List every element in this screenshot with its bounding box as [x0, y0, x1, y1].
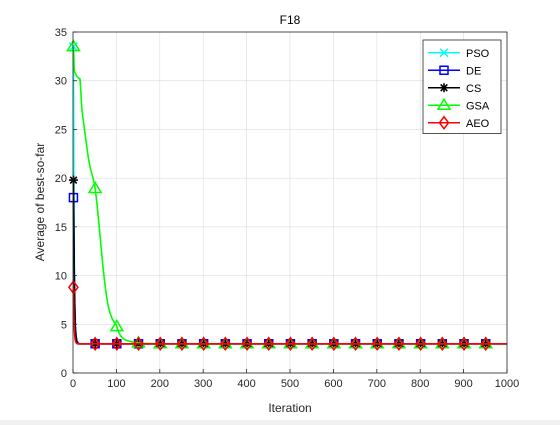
point-aeo: [458, 336, 470, 352]
series-line-gsa: [72, 46, 507, 345]
legend-marker-gsa: [436, 97, 452, 110]
point-cs: [68, 175, 78, 185]
x-tick-label: 0: [70, 378, 76, 390]
point-aeo: [284, 336, 296, 352]
chart-title: F18: [280, 13, 301, 27]
point-aeo: [198, 336, 210, 352]
point-aeo: [328, 336, 340, 352]
legend-marker-pso: [439, 48, 449, 58]
point-aeo: [154, 336, 166, 352]
point-aeo: [393, 336, 405, 352]
legend-label-aeo: AEO: [466, 118, 490, 130]
point-gsa: [87, 181, 103, 194]
legend-marker-aeo: [438, 115, 450, 130]
y-tick-label: 25: [55, 124, 67, 136]
point-gsa: [66, 39, 81, 52]
legend-item-de: DE: [428, 65, 481, 77]
point-aeo: [350, 336, 361, 352]
x-tick-label: 900: [454, 378, 472, 390]
legend-marker-de: [439, 65, 449, 75]
point-aeo: [436, 336, 448, 352]
legend: PSO DE CS GSA AEO: [422, 39, 502, 134]
point-aeo: [241, 336, 253, 352]
y-tick-label: 35: [55, 27, 67, 39]
legend-item-cs: CS: [428, 83, 481, 95]
legend-label-gsa: GSA: [466, 100, 490, 112]
point-aeo: [111, 336, 123, 352]
x-tick-label: 800: [411, 378, 429, 390]
y-tick-label: 15: [55, 222, 67, 234]
x-axis-label: Iteration: [268, 401, 311, 415]
x-tick-label: 700: [368, 378, 386, 390]
point-aeo: [306, 336, 318, 352]
x-tick-label: 500: [281, 378, 299, 390]
x-tick-label: 600: [324, 378, 342, 390]
legend-item-gsa: GSA: [428, 97, 490, 112]
point-aeo: [89, 336, 101, 352]
y-tick-label: 5: [61, 319, 67, 331]
series-lines: [66, 39, 507, 352]
y-tick-label: 0: [61, 368, 67, 380]
y-tick-label: 30: [55, 76, 67, 88]
legend-box: [422, 39, 502, 134]
y-tick-label: 10: [55, 271, 67, 283]
x-tick-label: 200: [151, 378, 169, 390]
x-tick-label: 100: [107, 378, 125, 390]
x-tick-label: 400: [237, 378, 255, 390]
legend-label-cs: CS: [466, 83, 481, 95]
point-aeo: [480, 336, 492, 352]
legend-item-pso: PSO: [428, 48, 490, 60]
point-gsa: [109, 319, 125, 332]
legend-item-aeo: AEO: [428, 115, 490, 130]
point-aeo: [67, 280, 79, 295]
legend-label-de: DE: [466, 65, 481, 77]
point-aeo: [219, 336, 231, 352]
y-axis-label: Average of best-so-far: [33, 143, 47, 262]
point-aeo: [263, 336, 275, 352]
point-aeo: [176, 336, 188, 352]
point-aeo: [415, 336, 427, 352]
x-tick-label: 1000: [495, 378, 519, 390]
y-tick-label: 20: [55, 173, 67, 185]
series-aeo: [67, 280, 507, 352]
axis-ticks: 0 100 200 300 400 500 600 700 800 900 1000 0 5 10 15 20…: [55, 27, 519, 390]
legend-marker-cs: [439, 83, 449, 93]
series-line-aeo: [72, 287, 507, 345]
legend-label-pso: PSO: [466, 48, 490, 60]
point-aeo: [371, 336, 383, 352]
x-tick-label: 300: [194, 378, 212, 390]
point-aeo: [133, 336, 144, 352]
